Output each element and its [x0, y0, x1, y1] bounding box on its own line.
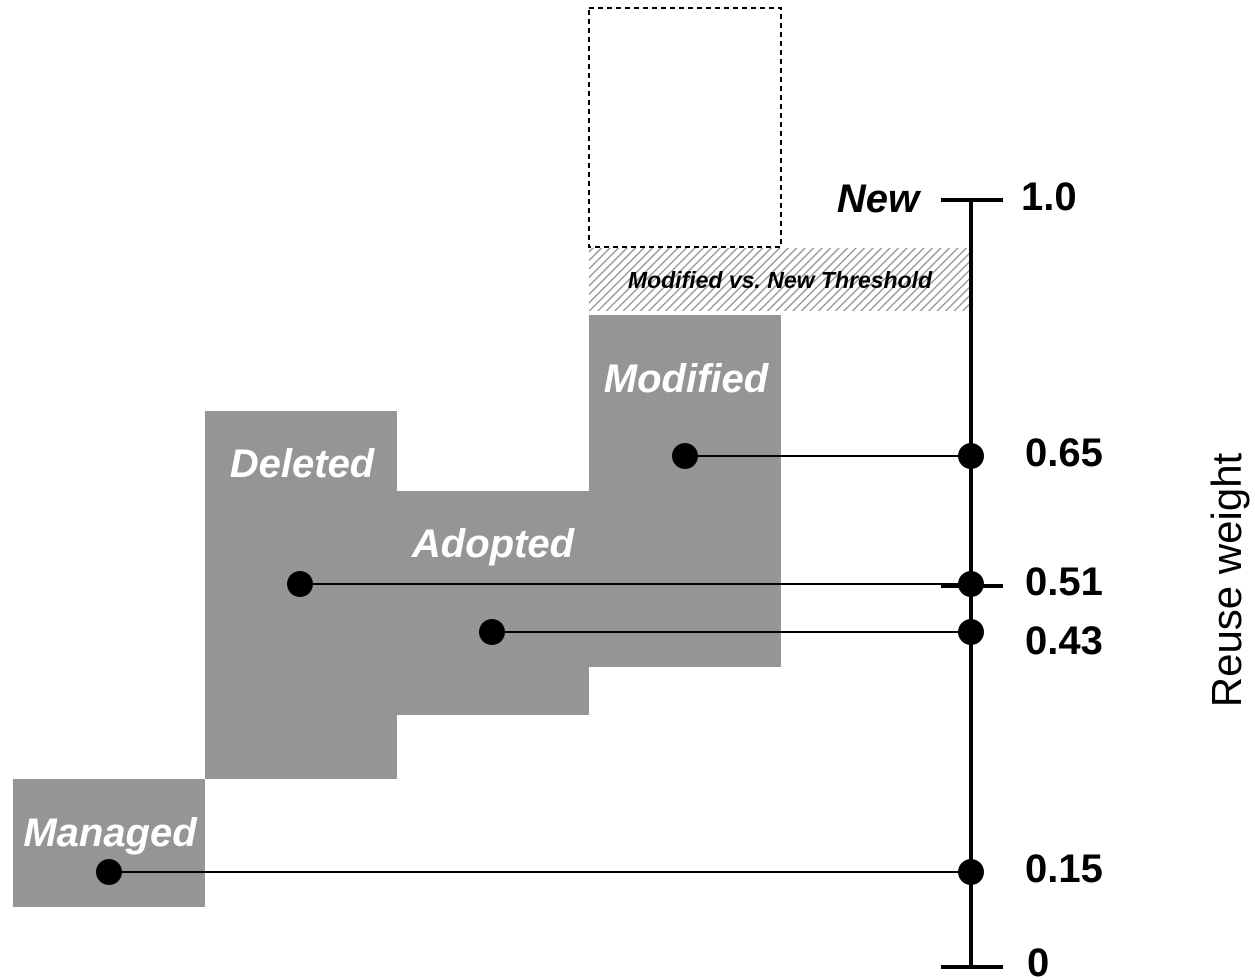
- axis-dot-modified: [958, 443, 984, 469]
- managed-dot: [96, 859, 122, 885]
- adopted-box: [397, 491, 589, 715]
- threshold-label: Modified vs. New Threshold: [628, 267, 933, 293]
- threshold-band: [589, 248, 971, 311]
- axis-min-label: 0: [1027, 941, 1049, 980]
- modified-dot: [672, 443, 698, 469]
- axis-dot-deleted: [958, 571, 984, 597]
- deleted-dot: [287, 571, 313, 597]
- modified-label: Modified: [604, 357, 770, 401]
- new-placeholder-box: [588, 7, 782, 248]
- weight-label-adopted: 0.43: [1025, 619, 1103, 663]
- weight-label-managed: 0.15: [1025, 847, 1103, 891]
- axis-top-label: New: [837, 177, 922, 221]
- managed-label: Managed: [23, 811, 198, 855]
- weight-label-modified: 0.65: [1025, 431, 1103, 475]
- managed-box: [13, 779, 205, 907]
- adopted-dot: [479, 619, 505, 645]
- axis-max-label: 1.0: [1021, 175, 1077, 219]
- modified-box: [589, 315, 781, 667]
- deleted-label: Deleted: [230, 442, 376, 486]
- adopted-label: Adopted: [411, 522, 576, 566]
- axis-title: Reuse weight: [1203, 452, 1250, 707]
- axis-dot-managed: [958, 859, 984, 885]
- axis-dot-adopted: [958, 619, 984, 645]
- weight-label-deleted: 0.51: [1025, 560, 1103, 604]
